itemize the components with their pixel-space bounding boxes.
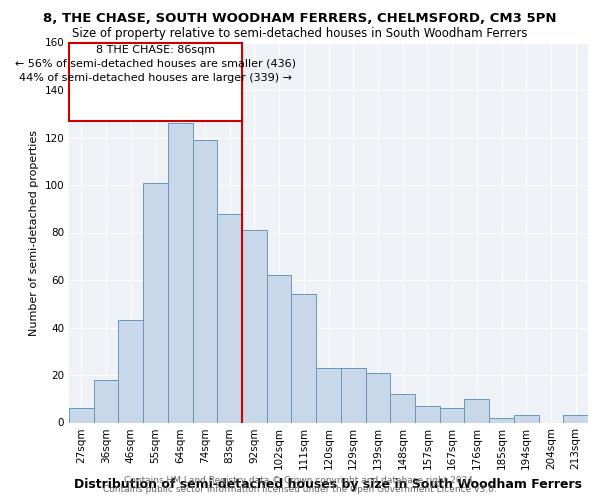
Bar: [94, 380, 118, 422]
Bar: [168, 123, 193, 422]
Bar: [316, 368, 341, 422]
Text: Contains HM Land Registry data © Crown copyright and database right 2024.: Contains HM Land Registry data © Crown c…: [124, 476, 476, 485]
Bar: [193, 140, 217, 422]
Bar: [464, 399, 489, 422]
Y-axis label: Number of semi-detached properties: Number of semi-detached properties: [29, 130, 39, 336]
Text: Size of property relative to semi-detached houses in South Woodham Ferrers: Size of property relative to semi-detach…: [72, 28, 528, 40]
Bar: [489, 418, 514, 422]
Bar: [563, 416, 588, 422]
Bar: [440, 408, 464, 422]
Bar: [143, 182, 168, 422]
Text: Contains public sector information licensed under the Open Government Licence v3: Contains public sector information licen…: [103, 485, 497, 494]
Bar: [292, 294, 316, 422]
Text: 8, THE CHASE, SOUTH WOODHAM FERRERS, CHELMSFORD, CM3 5PN: 8, THE CHASE, SOUTH WOODHAM FERRERS, CHE…: [43, 12, 557, 26]
Bar: [415, 406, 440, 422]
Bar: [267, 275, 292, 422]
Bar: [390, 394, 415, 422]
FancyBboxPatch shape: [69, 42, 242, 121]
Bar: [69, 408, 94, 422]
Bar: [118, 320, 143, 422]
Bar: [365, 372, 390, 422]
Bar: [514, 416, 539, 422]
Bar: [341, 368, 365, 422]
Bar: [242, 230, 267, 422]
Text: 8 THE CHASE: 86sqm
← 56% of semi-detached houses are smaller (436)
44% of semi-d: 8 THE CHASE: 86sqm ← 56% of semi-detache…: [15, 45, 296, 83]
X-axis label: Distribution of semi-detached houses by size in South Woodham Ferrers: Distribution of semi-detached houses by …: [74, 478, 583, 491]
Bar: [217, 214, 242, 422]
